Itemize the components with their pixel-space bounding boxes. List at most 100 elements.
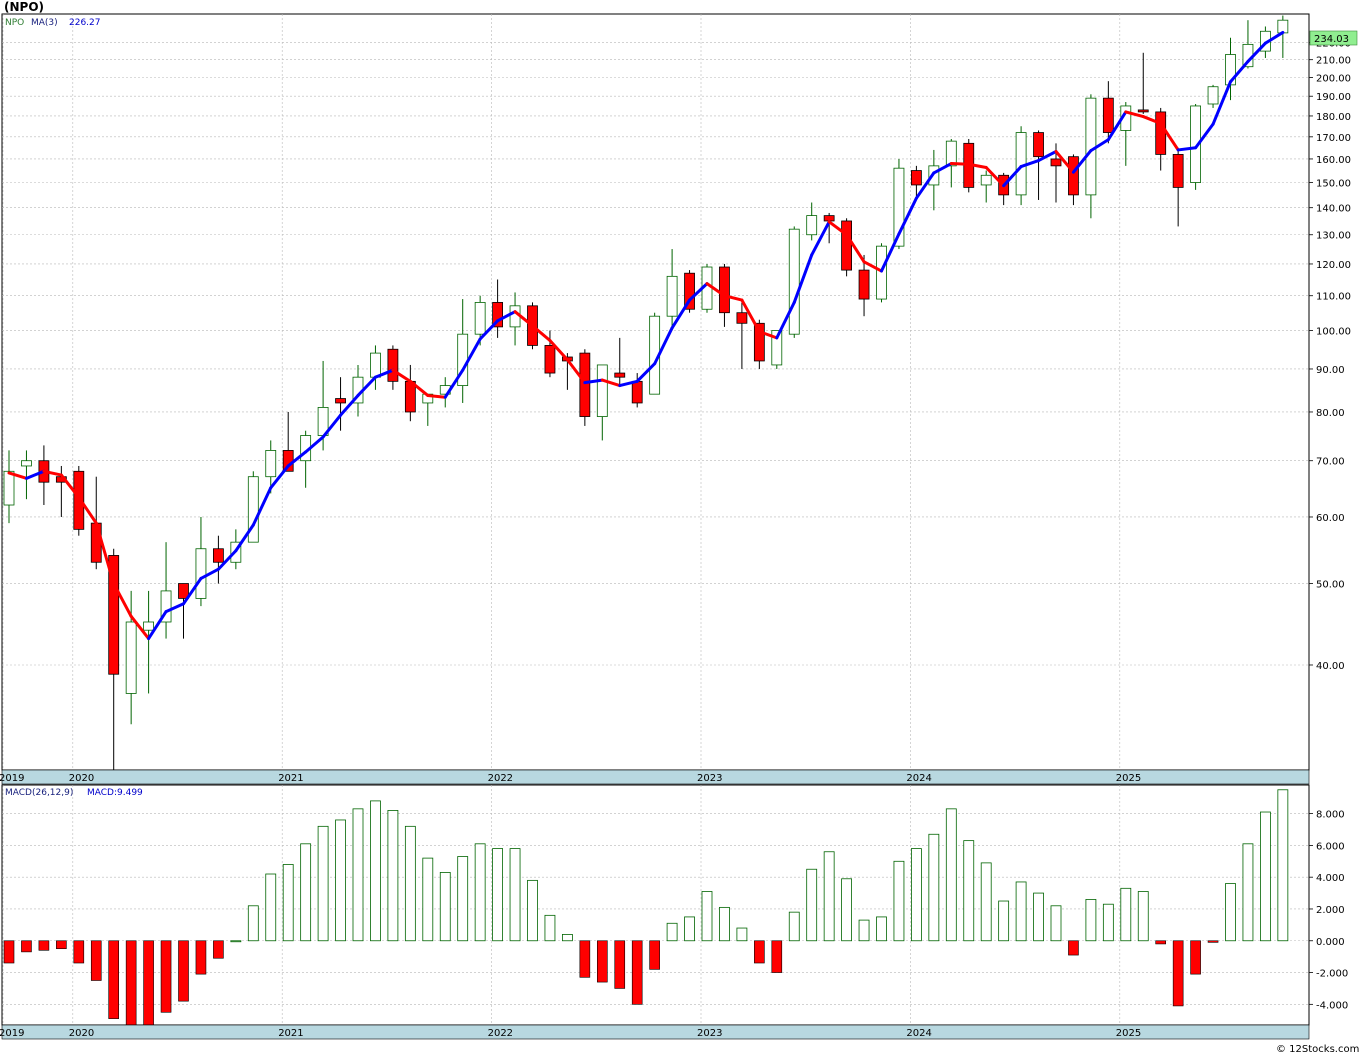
- candle-up: [666, 275, 678, 317]
- macd-legend-label: MACD(26,12,9): [5, 788, 73, 798]
- candle-up: [125, 621, 137, 694]
- macd-bar-negative: [195, 940, 207, 975]
- ma-segment: [182, 576, 203, 606]
- macd-bar-positive: [474, 843, 486, 942]
- ma-segment: [914, 171, 936, 200]
- ma-segment: [1037, 149, 1058, 163]
- macd-bar-negative: [1190, 940, 1201, 975]
- candle-down: [823, 215, 835, 222]
- legend-ma-value: 226.27: [69, 18, 101, 28]
- ma-segment: [24, 469, 46, 480]
- macd-bar-positive: [527, 879, 538, 942]
- ma-segment: [1141, 115, 1163, 126]
- macd-bar-positive: [806, 868, 818, 942]
- macd-bar-negative: [771, 940, 783, 973]
- macd-bar-positive: [823, 851, 835, 942]
- macd-bar-positive: [1050, 905, 1062, 942]
- ma-segment: [670, 298, 692, 330]
- ma-segment: [827, 220, 849, 237]
- macd-tick-label: -2.000: [1316, 969, 1348, 980]
- ma-segment: [967, 162, 988, 169]
- year-label: 2021: [278, 1028, 303, 1039]
- candle-down: [614, 372, 626, 378]
- candle-down: [212, 548, 224, 563]
- ma-segment: [496, 310, 517, 323]
- ma-segment: [77, 495, 98, 525]
- chart-title: (NPO): [4, 0, 44, 14]
- candles: [3, 15, 1289, 770]
- macd-tick-label: -4.000: [1316, 1000, 1348, 1011]
- candle-down: [73, 470, 85, 530]
- macd-bar-positive: [335, 819, 346, 942]
- price-tick-label: 150.00: [1316, 179, 1351, 190]
- price-tick-label: 110.00: [1316, 292, 1351, 303]
- year-label: 2023: [697, 773, 722, 784]
- ma-segment: [1246, 41, 1267, 63]
- candle-down: [1033, 132, 1044, 158]
- candle-up: [474, 302, 486, 335]
- macd-bar-positive: [457, 856, 469, 942]
- ma-segment: [7, 471, 28, 480]
- price-tick-label: 130.00: [1316, 231, 1351, 242]
- candle-down: [1102, 97, 1114, 133]
- ma-segment: [461, 337, 482, 372]
- last-price-badge: [1309, 30, 1358, 46]
- ma-segment: [1019, 159, 1041, 169]
- macd-bar-positive: [509, 848, 521, 942]
- macd-bar-positive: [684, 916, 695, 942]
- ma-segment: [1054, 149, 1075, 174]
- ma-segment: [408, 379, 430, 397]
- ma-segment: [1106, 110, 1128, 142]
- candle-up: [1207, 86, 1219, 105]
- price-tick-label: 200.00: [1316, 73, 1351, 84]
- candle-down: [736, 312, 748, 324]
- ma-segment: [531, 324, 552, 343]
- candle-down: [579, 352, 591, 417]
- price-date-axis: 2019 2020 2021 2022 2023 2024 2025: [0, 773, 1141, 784]
- year-label: 2019: [0, 1028, 24, 1039]
- ma-segment: [251, 486, 273, 527]
- candle-down: [387, 348, 399, 382]
- candle-up: [143, 621, 155, 631]
- price-date-axis-band: [1, 769, 1310, 785]
- macd-bar-negative: [125, 940, 137, 1026]
- price-tick-label: 140.00: [1316, 204, 1351, 215]
- macd-bar-positive: [422, 857, 434, 942]
- ma-segment: [705, 282, 726, 298]
- candle-up: [160, 590, 172, 623]
- candle-up: [370, 352, 381, 378]
- macd-bar-positive: [841, 878, 852, 942]
- macd-bar-positive: [893, 860, 905, 942]
- macd-bar-positive: [963, 840, 975, 942]
- candle-up: [1190, 105, 1201, 183]
- candle-down: [1172, 154, 1184, 188]
- macd-date-axis: 2019 2020 2021 2022 2023 2024 2025: [0, 1028, 1141, 1039]
- year-label: 2020: [69, 1028, 94, 1039]
- macd-bar-positive: [282, 864, 294, 942]
- candle-up: [21, 460, 32, 467]
- macd-bar-negative: [1155, 940, 1166, 945]
- ma-segment: [548, 339, 569, 362]
- price-tick-label: 120.00: [1316, 260, 1351, 271]
- macd-bar-positive: [1120, 887, 1132, 942]
- ma-segment: [1229, 59, 1250, 84]
- macd-axis-labels: -4.000 -2.000 0.000 2.000 4.000 6.000 8.000: [1309, 810, 1348, 1011]
- ma-segment: [618, 379, 639, 388]
- macd-bar-positive: [439, 872, 451, 942]
- ma-segment: [321, 413, 343, 439]
- ma-segment: [129, 614, 151, 641]
- price-panel: 40.00 50.00 60.00 70.00 80.00 90.00 100.00 110.…: [1, 13, 1358, 771]
- candle-down: [178, 583, 189, 599]
- macd-bar-negative: [56, 940, 67, 950]
- ma-segment: [269, 464, 290, 490]
- macd-bar-positive: [387, 810, 399, 942]
- macd-bar-positive: [404, 825, 416, 942]
- candle-down: [1068, 156, 1079, 196]
- macd-bar-positive: [265, 873, 277, 942]
- ma-segment: [42, 469, 63, 477]
- candle-up: [195, 548, 207, 599]
- macd-bar-negative: [1068, 940, 1079, 956]
- ma-segment: [478, 319, 500, 341]
- macd-bar-positive: [858, 919, 870, 942]
